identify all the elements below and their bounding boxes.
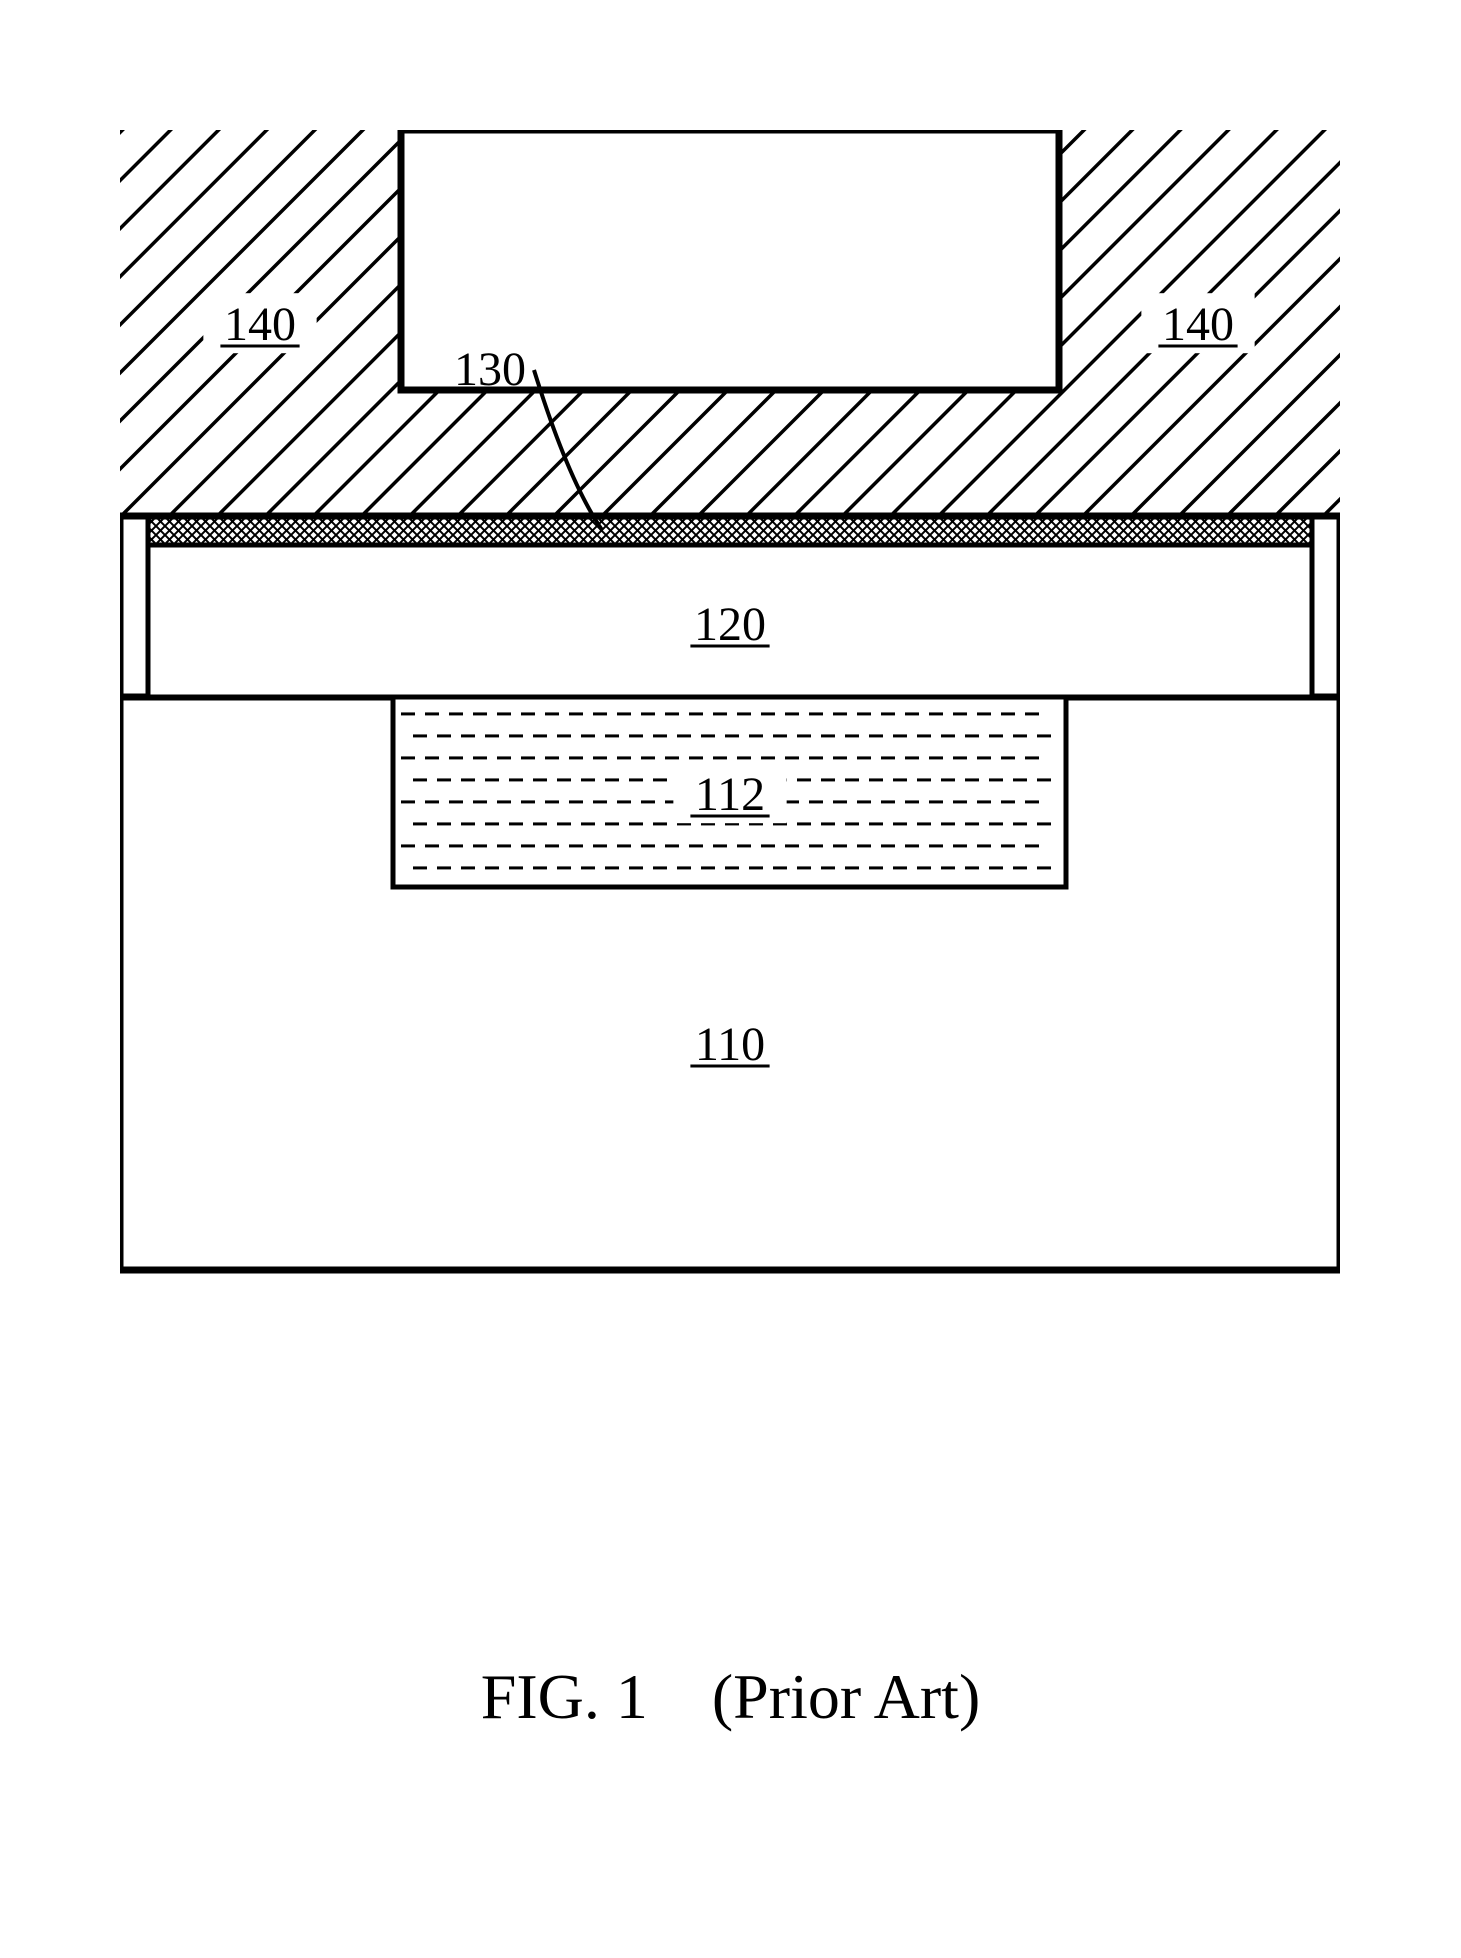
caption-fig: FIG. 1: [481, 1661, 648, 1732]
svg-text:112: 112: [695, 768, 765, 821]
svg-text:110: 110: [695, 1018, 765, 1071]
caption-note: (Prior Art): [712, 1661, 980, 1732]
figure-svg: 140 140 120 112 110 130: [120, 130, 1340, 1530]
svg-text:130: 130: [454, 343, 526, 396]
page: 140 140 120 112 110 130 FIG. 1 (Prior Art): [0, 0, 1461, 1958]
svg-text:140: 140: [224, 298, 296, 351]
svg-text:140: 140: [1162, 298, 1234, 351]
svg-text:120: 120: [694, 598, 766, 651]
figure-caption: FIG. 1 (Prior Art): [0, 1660, 1461, 1734]
